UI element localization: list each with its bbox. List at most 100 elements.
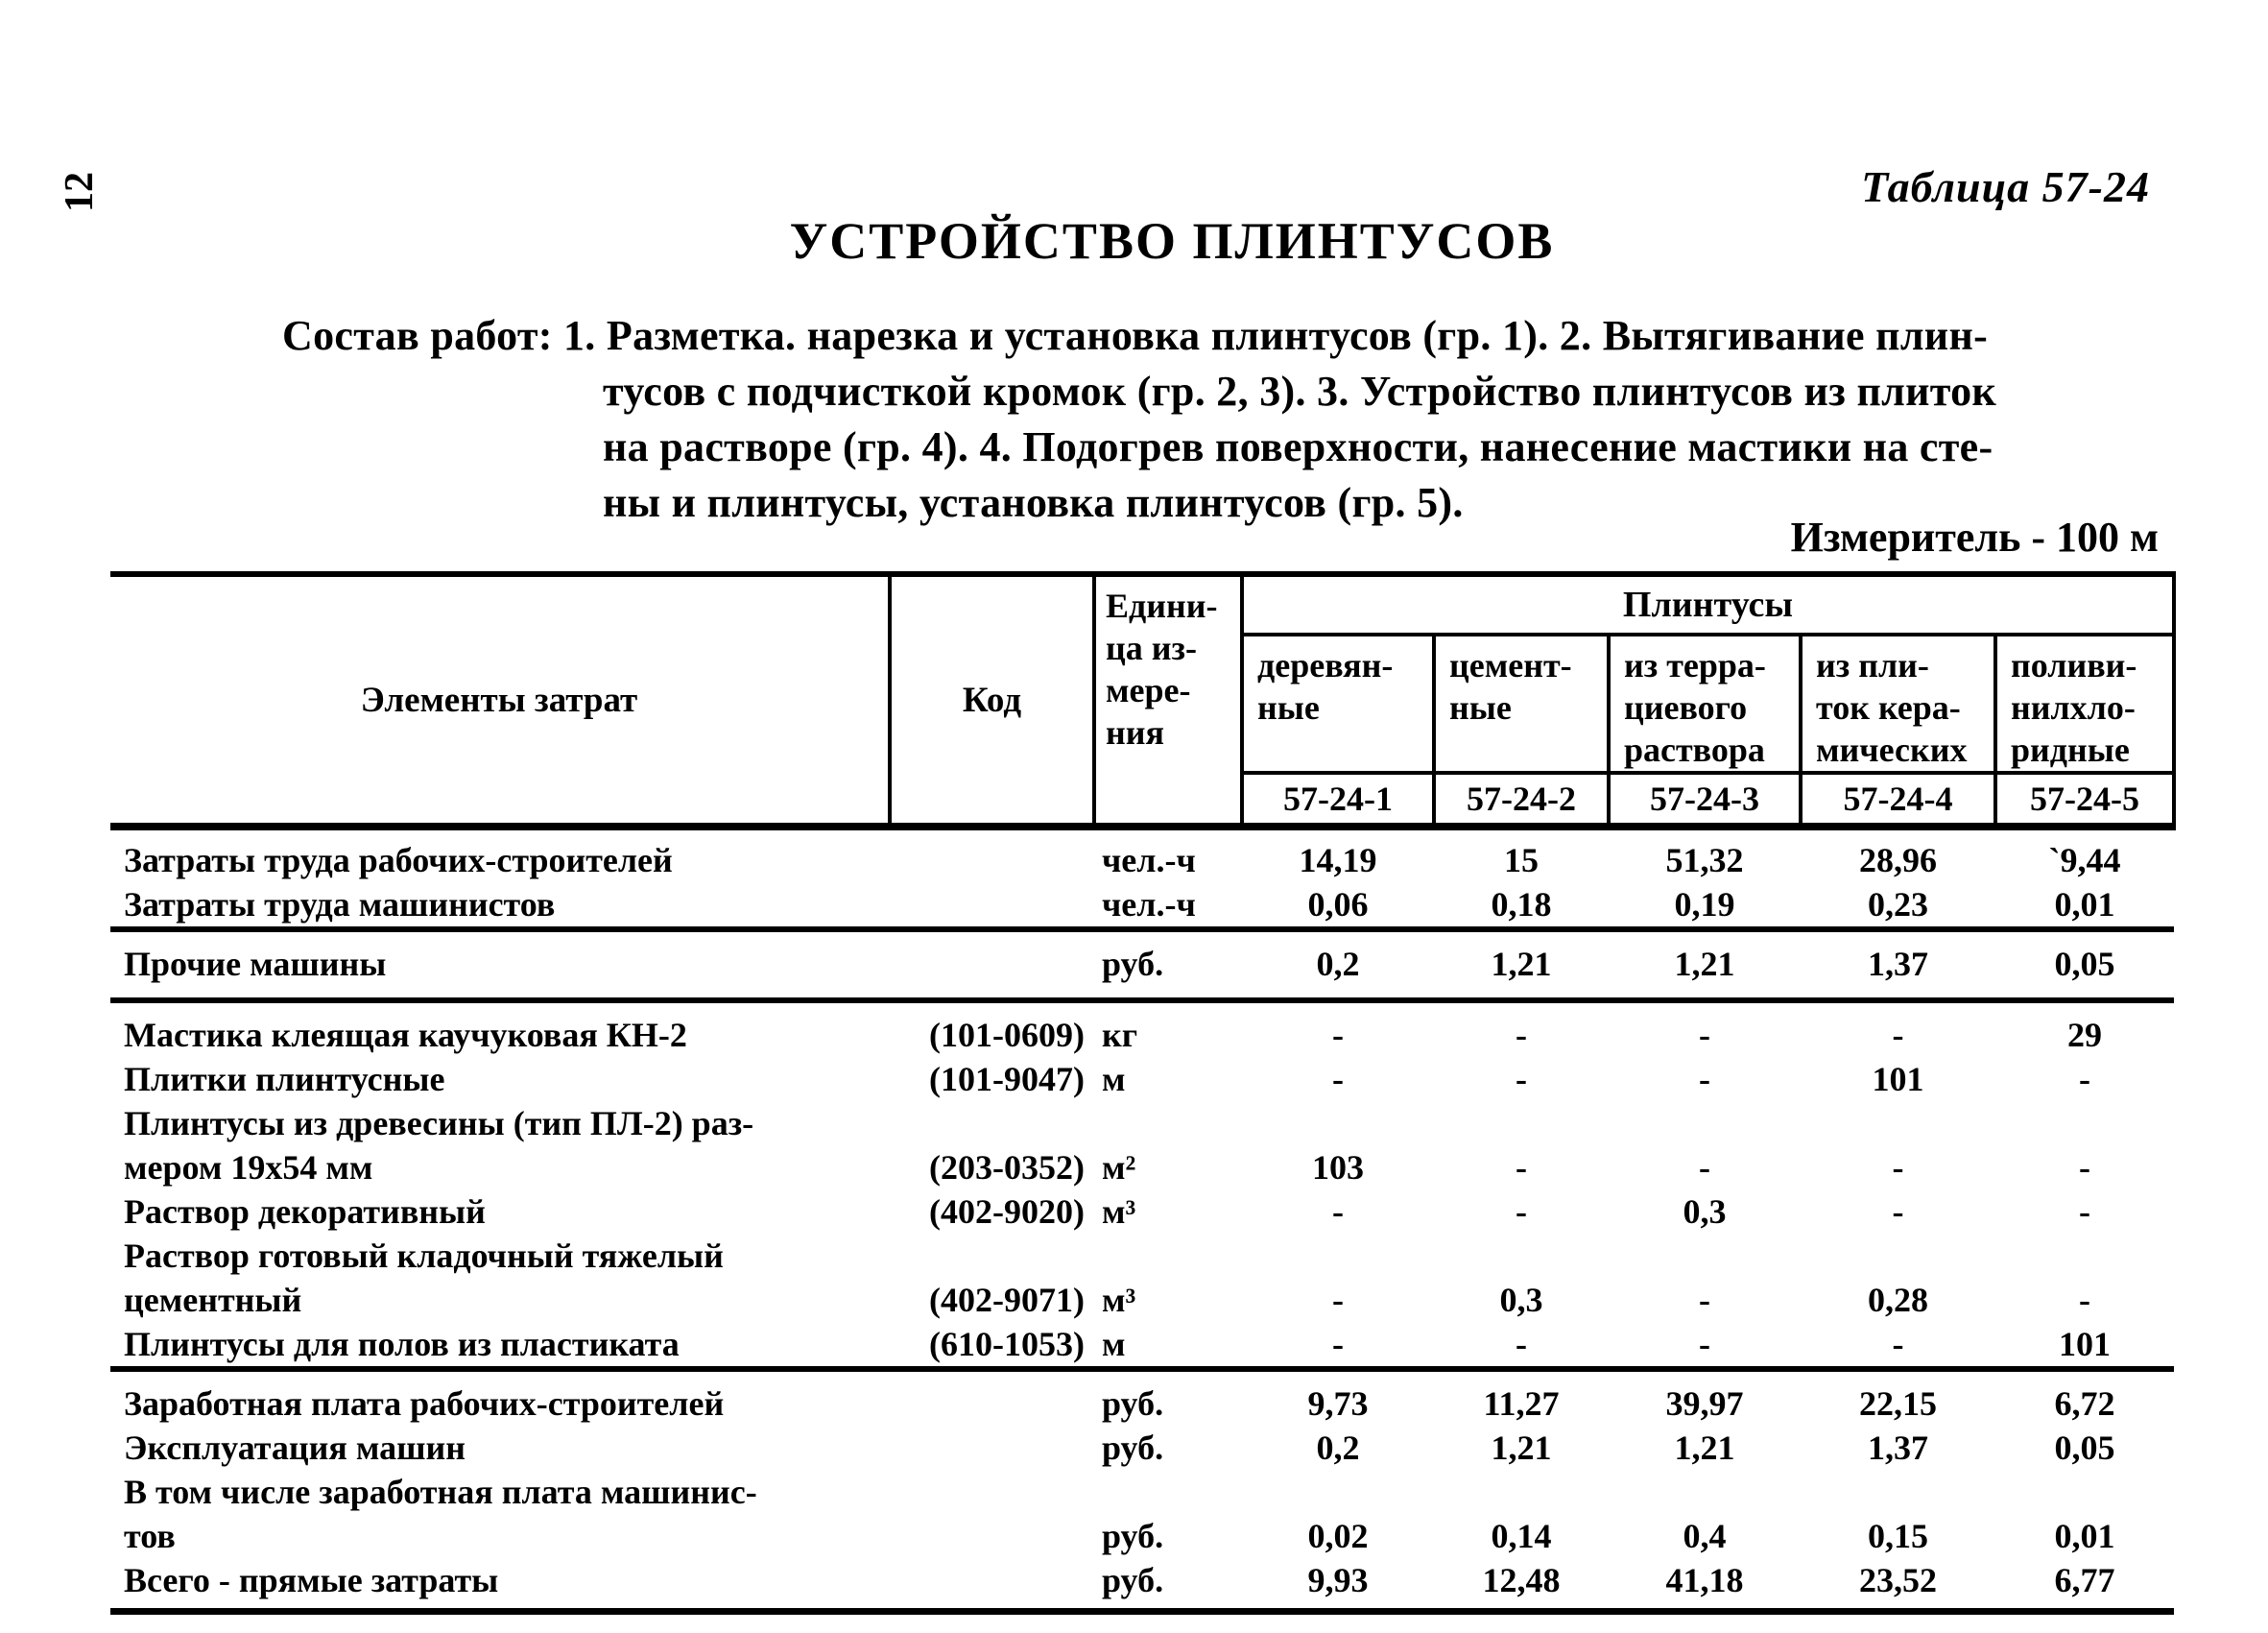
cell-value: - xyxy=(1332,1060,1344,1098)
cell-value: 28,96 xyxy=(1859,841,1937,879)
cell-value: 0,3 xyxy=(1683,1192,1727,1231)
cell-value: 103 xyxy=(1312,1148,1364,1187)
cell-code xyxy=(890,882,1094,929)
cell-value: 14,19 xyxy=(1299,841,1377,879)
cell-value: 1,21 xyxy=(1674,945,1735,983)
cell-value: - xyxy=(1516,1192,1527,1231)
cell-name: Мастика клеящая каучуковая КН-2 xyxy=(124,1016,687,1054)
table-row: Прочие машины руб. 0,2 1,21 1,21 1,37 0,… xyxy=(110,929,2174,1000)
cell-value: - xyxy=(2079,1281,2090,1319)
cell-value: - xyxy=(2079,1148,2090,1187)
cell-value: - xyxy=(1892,1192,1904,1231)
header-row-variants: деревян- ные цемент- ные из терра- циево… xyxy=(110,635,2176,775)
table-row: В том числе заработная плата машинис- то… xyxy=(110,1470,2174,1558)
cell-value: 0,28 xyxy=(1868,1281,1928,1319)
norm-code: 57-24-2 xyxy=(1434,773,1611,827)
cell-value: 0,18 xyxy=(1491,885,1552,924)
cell-value: - xyxy=(1699,1148,1710,1187)
cell-value: 9,93 xyxy=(1307,1561,1369,1599)
table-row: Плинтусы для полов из пластиката (610-10… xyxy=(110,1322,2174,1369)
cell-value: 11,27 xyxy=(1483,1384,1560,1423)
table-header: Элементы затрат Код Едини- ца из- мере- … xyxy=(110,574,2176,827)
cell-value: 23,52 xyxy=(1859,1561,1937,1599)
cell-value: 39,97 xyxy=(1665,1384,1744,1423)
table-row: Плитки плинтусные (101-9047) м - - - 101… xyxy=(110,1057,2174,1101)
cell-name: Эксплуатация машин xyxy=(124,1429,466,1467)
cell-code xyxy=(890,1426,1094,1470)
cell-name: Плитки плинтусные xyxy=(124,1060,445,1098)
cell-unit: м xyxy=(1102,1060,1126,1098)
cell-code: (610-1053) xyxy=(929,1325,1085,1363)
column-header-variant: из пли- ток кера- мических xyxy=(1801,635,1997,775)
cell-value: - xyxy=(1516,1325,1527,1363)
cell-code xyxy=(890,1558,1094,1612)
column-header-elements: Элементы затрат xyxy=(110,574,892,827)
cell-name: Прочие машины xyxy=(124,945,387,983)
cell-value: 22,15 xyxy=(1859,1384,1937,1423)
cell-value: 1,37 xyxy=(1868,1429,1928,1467)
cell-unit: кг xyxy=(1102,1016,1138,1054)
cell-code: (101-0609) xyxy=(929,1016,1085,1054)
cell-name: Затраты труда машинистов xyxy=(124,885,556,924)
column-header-code: Код xyxy=(890,574,1096,827)
cell-unit: м³ xyxy=(1102,1192,1136,1231)
work-composition-line: ны и плинтусы, установка плинтусов (гр. … xyxy=(603,479,1464,526)
cell-code: (203-0352) xyxy=(929,1148,1085,1187)
cell-value: - xyxy=(1699,1060,1710,1098)
cell-value: 6,77 xyxy=(2054,1561,2115,1599)
cell-value: 9,73 xyxy=(1307,1384,1369,1423)
cell-value: 0,01 xyxy=(2054,1517,2115,1555)
cell-value: 0,06 xyxy=(1307,885,1369,924)
cell-unit: руб. xyxy=(1102,1429,1164,1467)
work-composition-line: Состав работ: 1. Разметка. нарезка и уст… xyxy=(282,312,1989,359)
cell-value: 29 xyxy=(2067,1016,2102,1054)
cell-value: 0,23 xyxy=(1868,885,1928,924)
column-group-header: Плинтусы xyxy=(1242,574,2176,636)
cell-value: - xyxy=(1892,1325,1904,1363)
cell-unit: м² xyxy=(1102,1148,1136,1187)
column-header-unit: Едини- ца из- мере- ния xyxy=(1094,574,1244,827)
cell-value: 0,02 xyxy=(1307,1517,1369,1555)
cell-value: 0,15 xyxy=(1868,1517,1928,1555)
table-row: Эксплуатация машин руб. 0,2 1,21 1,21 1,… xyxy=(110,1426,2174,1470)
cell-value: 0,05 xyxy=(2054,945,2115,983)
table-row: Раствор декоративный (402-9020) м³ - - 0… xyxy=(110,1189,2174,1234)
cell-value: 12,48 xyxy=(1482,1561,1561,1599)
cell-code xyxy=(890,1369,1094,1426)
cell-value: - xyxy=(1699,1325,1710,1363)
column-header-variant: из терра- циевого раствора xyxy=(1609,635,1802,775)
cell-unit: чел.-ч xyxy=(1102,841,1196,879)
cell-unit: руб. xyxy=(1102,1384,1164,1423)
table-row: Мастика клеящая каучуковая КН-2 (101-060… xyxy=(110,1000,2174,1057)
norm-code: 57-24-3 xyxy=(1609,773,1802,827)
cell-value: 6,72 xyxy=(2054,1384,2115,1423)
cell-name: Плинтусы из древесины (тип ПЛ-2) раз- ме… xyxy=(124,1104,754,1187)
table-label: Таблица 57-24 xyxy=(1861,162,2150,211)
cell-value: - xyxy=(1516,1148,1527,1187)
cell-value: - xyxy=(2079,1192,2090,1231)
cell-value: `9,44 xyxy=(2048,841,2121,879)
cell-value: - xyxy=(2079,1060,2090,1098)
norm-code: 57-24-1 xyxy=(1242,773,1436,827)
cell-value: 0,3 xyxy=(1499,1281,1543,1319)
cell-value: - xyxy=(1516,1016,1527,1054)
column-header-variant: цемент- ные xyxy=(1434,635,1611,775)
cell-value: - xyxy=(1892,1148,1904,1187)
cell-name: Всего - прямые затраты xyxy=(124,1561,499,1599)
cell-code: (402-9020) xyxy=(929,1192,1085,1231)
cell-name: В том числе заработная плата машинис- то… xyxy=(124,1473,757,1555)
table-body: Затраты труда рабочих-строителей чел.-ч … xyxy=(110,827,2174,1612)
cell-name: Плинтусы для полов из пластиката xyxy=(124,1325,680,1363)
table-row: Всего - прямые затраты руб. 9,93 12,48 4… xyxy=(110,1558,2174,1612)
cell-code: (402-9071) xyxy=(929,1281,1085,1319)
page-title: УСТРОЙСТВО ПЛИНТУСОВ xyxy=(789,212,1555,270)
table-row: Затраты труда машинистов чел.-ч 0,06 0,1… xyxy=(110,882,2174,929)
cell-code xyxy=(890,827,1094,882)
cell-code xyxy=(890,929,1094,1000)
work-composition-line: на растворе (гр. 4). 4. Подогрев поверхн… xyxy=(603,423,1993,470)
cell-value: - xyxy=(1892,1016,1904,1054)
cell-value: - xyxy=(1332,1281,1344,1319)
norm-code: 57-24-5 xyxy=(1995,773,2176,827)
table-row: Раствор готовый кладочный тяжелый цемент… xyxy=(110,1234,2174,1322)
